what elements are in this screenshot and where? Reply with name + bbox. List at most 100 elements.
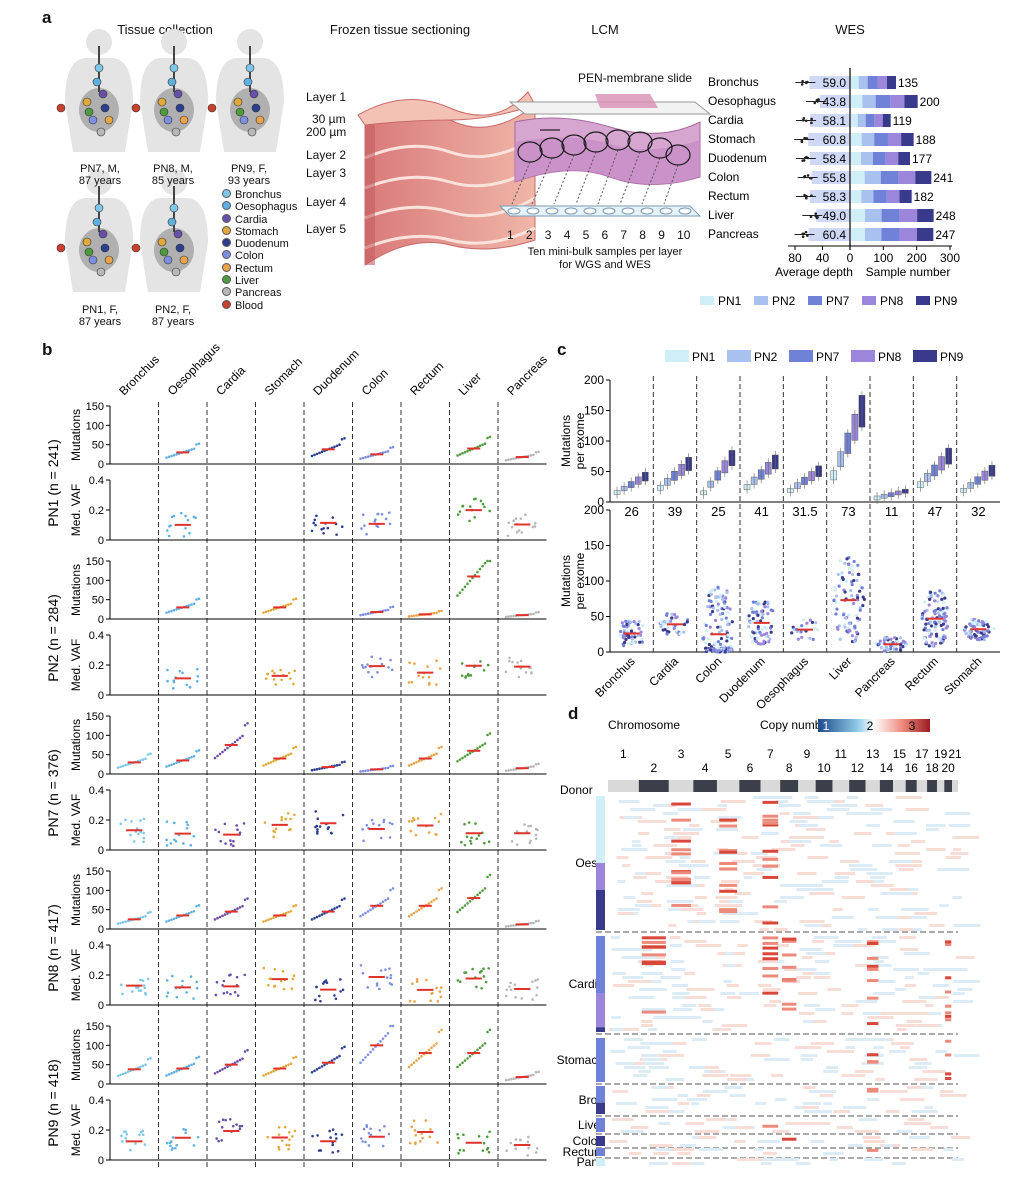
panel-b-vaf-point [535,1151,538,1154]
cn-noise [942,968,968,971]
cn-amplification [762,991,779,995]
panel-b-vaf-point [531,525,535,529]
panel-b-mutation-point [190,603,193,606]
panel-b-vaf-point [426,665,429,668]
panel-b-vaf-point [181,979,184,983]
cn-amplification [762,818,779,822]
cn-noise [669,944,682,947]
panel-b-mutation-point [529,1074,533,1077]
panel-c-swarm-point [854,613,858,617]
panel-b-vaf-point [434,832,437,836]
panel-c-swarm-point [620,621,624,625]
wes-sample-segment [875,95,891,108]
donor-label-pn1: PN1, F, 87 years [78,304,122,328]
cn-noise [804,924,822,927]
panel-c-swarm-point [751,640,755,644]
panel-b-vaf-point [380,662,384,666]
panel-b-mutation-point [379,902,382,905]
panel-b-letter: b [42,340,53,359]
panel-b-mutation-point [364,769,367,773]
chromosome-number: 13 [866,747,880,761]
panel-b-vaf-point [173,838,176,841]
wes-depth-bar [809,76,850,89]
panel-b-mutation-point [192,909,196,913]
panel-b-vaf-point [410,1125,414,1129]
cn-noise [685,1122,704,1125]
cn-noise [753,1148,763,1151]
panel-b-donor-label: PN1 (n = 241) [45,439,61,527]
panel-b-mutation-point [410,614,413,618]
panel-b-mutation-point [361,456,365,460]
cn-noise [630,808,656,811]
cn-noise [645,1110,670,1113]
wes-depth-bar [809,190,850,203]
panel-b-mutation-point [318,767,321,771]
panel-c-swarm-point [725,590,729,595]
panel-b-mutation-point [223,1066,227,1070]
cn-noise [888,892,912,895]
panel-b-vaf-point [382,818,386,822]
panel-b-vaf-point [506,534,510,538]
panel-c-swarm-point [973,634,978,638]
panel-b-mutation-point [410,763,413,766]
panel-b-mutation-point [262,920,265,923]
cn-noise [863,812,883,815]
cn-noise [684,864,709,867]
panel-b-mutation-point [512,924,515,927]
cn-noise [696,912,707,915]
panel-b-vaf-point [186,518,190,522]
cn-amplification [762,800,779,804]
wes-depth-tick-label: 0 [847,251,854,265]
panel-c-swarm-point [766,634,770,639]
panel-b-mutation-point [190,448,193,451]
panel-b-mutation-point [432,1044,436,1047]
legend-label: Cardia [235,213,268,226]
donor-label-pn2: PN2, F, 87 years [151,304,195,328]
panel-c-swarm-point [848,629,852,633]
panel-c-swarm-point [858,608,862,612]
panel-b-vaf-point [374,518,377,521]
cn-amplification [762,821,779,825]
cn-noise [836,1050,854,1053]
wes-sample-tick-label: 200 [907,251,927,265]
panel-b-mutation-point [272,759,275,763]
panel-c-swarm-point [850,564,854,568]
cn-noise [657,1054,684,1057]
panel-c-swarm-point [667,630,671,634]
panel-c-swarm-point [928,597,932,602]
cn-noise [781,848,796,851]
panel-b-mutation-point [315,452,319,456]
panel-c-swarm-point [771,609,775,613]
chromosome-band [608,780,639,792]
wes-depth-bar [816,209,850,222]
panel-b-mutation-point [407,615,411,618]
panel-b-vaf-point [414,833,418,837]
panel-b-vaf-point [290,987,294,991]
wes-depth-point [803,193,806,197]
panel-c-swarm-point [718,593,723,597]
panel-b-mutation-point [437,746,441,750]
panel-c-swarm-point [889,637,893,641]
panel-c-swarm-point [637,619,641,623]
cn-amplification [867,1089,879,1093]
panel-b-vaf-point [427,675,431,679]
panel-b-vaf-point [470,836,473,840]
wes-depth-point [810,194,813,197]
cn-noise [939,1094,967,1097]
panel-c-swarm-point [894,647,899,651]
panel-b-vaf-point [181,671,184,675]
panel-b-vaf-point [361,1140,364,1143]
panel-b-donor-label: PN2 (n = 284) [45,594,61,682]
panel-b-mutation-point [412,614,416,618]
panel-c-swarm-point [939,623,943,628]
panel-b-mutation-point [340,1046,344,1050]
panel-b-vaf-point [125,1132,129,1136]
panel-b-vaf-point [277,1133,281,1136]
panel-b-mutation-point [172,917,176,921]
panel-b-vaf-point [412,818,416,822]
cn-noise [914,912,938,915]
body-silhouette [207,29,284,152]
panel-b-mutation-point [139,759,142,762]
cn-noise [873,960,884,963]
panel-b-vaf-point [366,986,370,989]
